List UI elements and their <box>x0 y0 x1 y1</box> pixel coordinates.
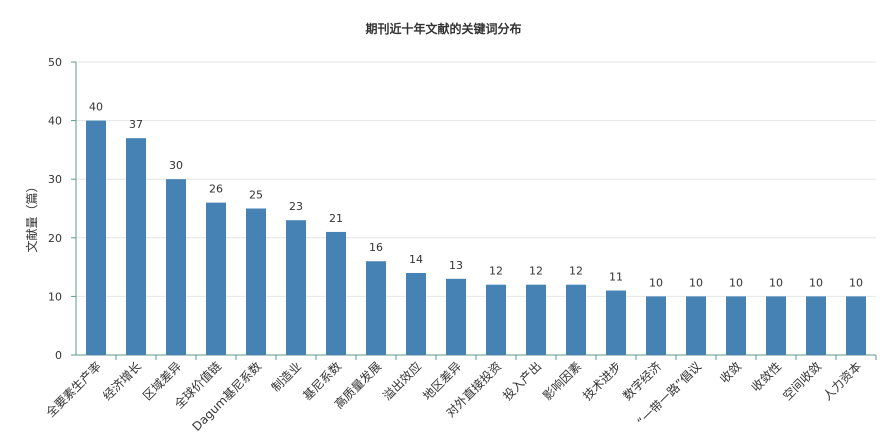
bar-12 <box>566 284 586 355</box>
chart-title: 期刊近十年文献的关键词分布 <box>365 22 522 36</box>
bar-2 <box>166 179 186 355</box>
bar-14 <box>646 296 666 355</box>
data-label-19: 10 <box>849 276 863 289</box>
bar-3 <box>206 202 226 355</box>
data-label-11: 12 <box>529 265 543 278</box>
bar-11 <box>526 284 546 355</box>
y-tick-label: 10 <box>48 290 62 303</box>
bar-16 <box>726 296 746 355</box>
x-tick-label-19: 人力资本 <box>820 359 864 403</box>
data-label-15: 10 <box>689 276 703 289</box>
data-label-16: 10 <box>729 276 743 289</box>
bar-0 <box>86 120 106 355</box>
data-label-3: 26 <box>209 183 223 196</box>
x-tick-label-0: 全要素生产率 <box>43 359 105 421</box>
bar-4 <box>246 208 266 355</box>
x-tick-label-5: 制造业 <box>269 359 304 394</box>
data-label-2: 30 <box>169 159 183 172</box>
bar-7 <box>366 261 386 355</box>
data-label-14: 10 <box>649 276 663 289</box>
x-tick-label-1: 经济增长 <box>100 359 145 404</box>
data-label-17: 10 <box>769 276 783 289</box>
y-tick-label: 30 <box>48 173 62 186</box>
x-tick-label-12: 影响因素 <box>540 359 585 404</box>
bar-19 <box>846 296 866 355</box>
y-tick-label: 50 <box>48 56 62 69</box>
bar-8 <box>406 272 426 355</box>
bar-6 <box>326 231 346 355</box>
x-tick-label-17: 收敛性 <box>748 359 784 395</box>
x-tick-label-13: 技术进步 <box>580 359 624 403</box>
bar-10 <box>486 284 506 355</box>
data-label-0: 40 <box>89 101 103 114</box>
bar-13 <box>606 290 626 355</box>
bar-18 <box>806 296 826 355</box>
y-tick-label: 40 <box>48 115 62 128</box>
x-tick-label-11: 投入产出 <box>500 359 545 404</box>
x-tick-label-8: 溢出效应 <box>380 359 425 404</box>
x-tick-label-4: Dagum基尼系数 <box>189 359 264 434</box>
bar-1 <box>126 138 146 355</box>
data-label-4: 25 <box>249 189 263 202</box>
data-label-5: 23 <box>289 200 303 213</box>
bar-5 <box>286 220 306 355</box>
y-tick-label: 0 <box>55 349 62 362</box>
data-label-1: 37 <box>129 118 143 131</box>
data-label-13: 11 <box>609 271 623 284</box>
bar-17 <box>766 296 786 355</box>
data-label-8: 14 <box>409 253 423 266</box>
x-tick-label-18: 空间收敛 <box>780 359 825 404</box>
bar-9 <box>446 278 466 355</box>
bar-15 <box>686 296 706 355</box>
data-label-12: 12 <box>569 265 583 278</box>
data-label-18: 10 <box>809 276 823 289</box>
x-tick-label-16: 收敛 <box>717 359 745 387</box>
y-tick-label: 20 <box>48 232 62 245</box>
data-label-6: 21 <box>329 212 343 225</box>
data-label-10: 12 <box>489 265 503 278</box>
y-axis-label: 文献量（篇） <box>24 180 39 252</box>
data-label-9: 13 <box>449 259 463 272</box>
data-label-7: 16 <box>369 241 383 254</box>
